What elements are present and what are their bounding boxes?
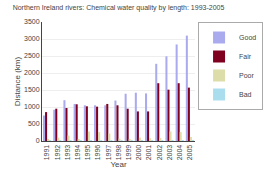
svg-text:1998: 1998	[115, 145, 122, 161]
svg-text:2004: 2004	[176, 145, 183, 161]
svg-text:Bad: Bad	[239, 91, 252, 98]
svg-text:Year: Year	[110, 160, 127, 169]
svg-text:2500: 2500	[24, 52, 40, 59]
svg-text:1999: 1999	[125, 145, 132, 161]
svg-text:2005: 2005	[186, 145, 193, 161]
svg-text:2001: 2001	[145, 145, 152, 161]
svg-text:1500: 1500	[24, 86, 40, 93]
svg-text:1992: 1992	[54, 145, 61, 161]
svg-text:Poor: Poor	[239, 72, 254, 79]
svg-text:Distance (km): Distance (km)	[13, 56, 22, 106]
svg-text:2003: 2003	[166, 145, 173, 161]
svg-text:2000: 2000	[24, 69, 40, 76]
svg-text:Fair: Fair	[239, 53, 252, 60]
svg-text:1994: 1994	[74, 145, 81, 161]
svg-text:1995: 1995	[84, 145, 91, 161]
svg-text:Northern Ireland rivers: Chemi: Northern Ireland rivers: Chemical water …	[13, 4, 225, 12]
svg-text:Good: Good	[239, 34, 256, 41]
svg-text:1993: 1993	[64, 145, 71, 161]
svg-text:1000: 1000	[24, 103, 40, 110]
svg-text:3500: 3500	[24, 18, 40, 25]
svg-text:1997: 1997	[105, 145, 112, 161]
svg-text:1996: 1996	[94, 145, 101, 161]
svg-text:2002: 2002	[156, 145, 163, 161]
svg-text:1991: 1991	[43, 145, 50, 161]
svg-text:2000: 2000	[135, 145, 142, 161]
svg-text:0: 0	[36, 137, 40, 144]
svg-text:500: 500	[28, 120, 40, 127]
svg-text:3000: 3000	[24, 35, 40, 42]
